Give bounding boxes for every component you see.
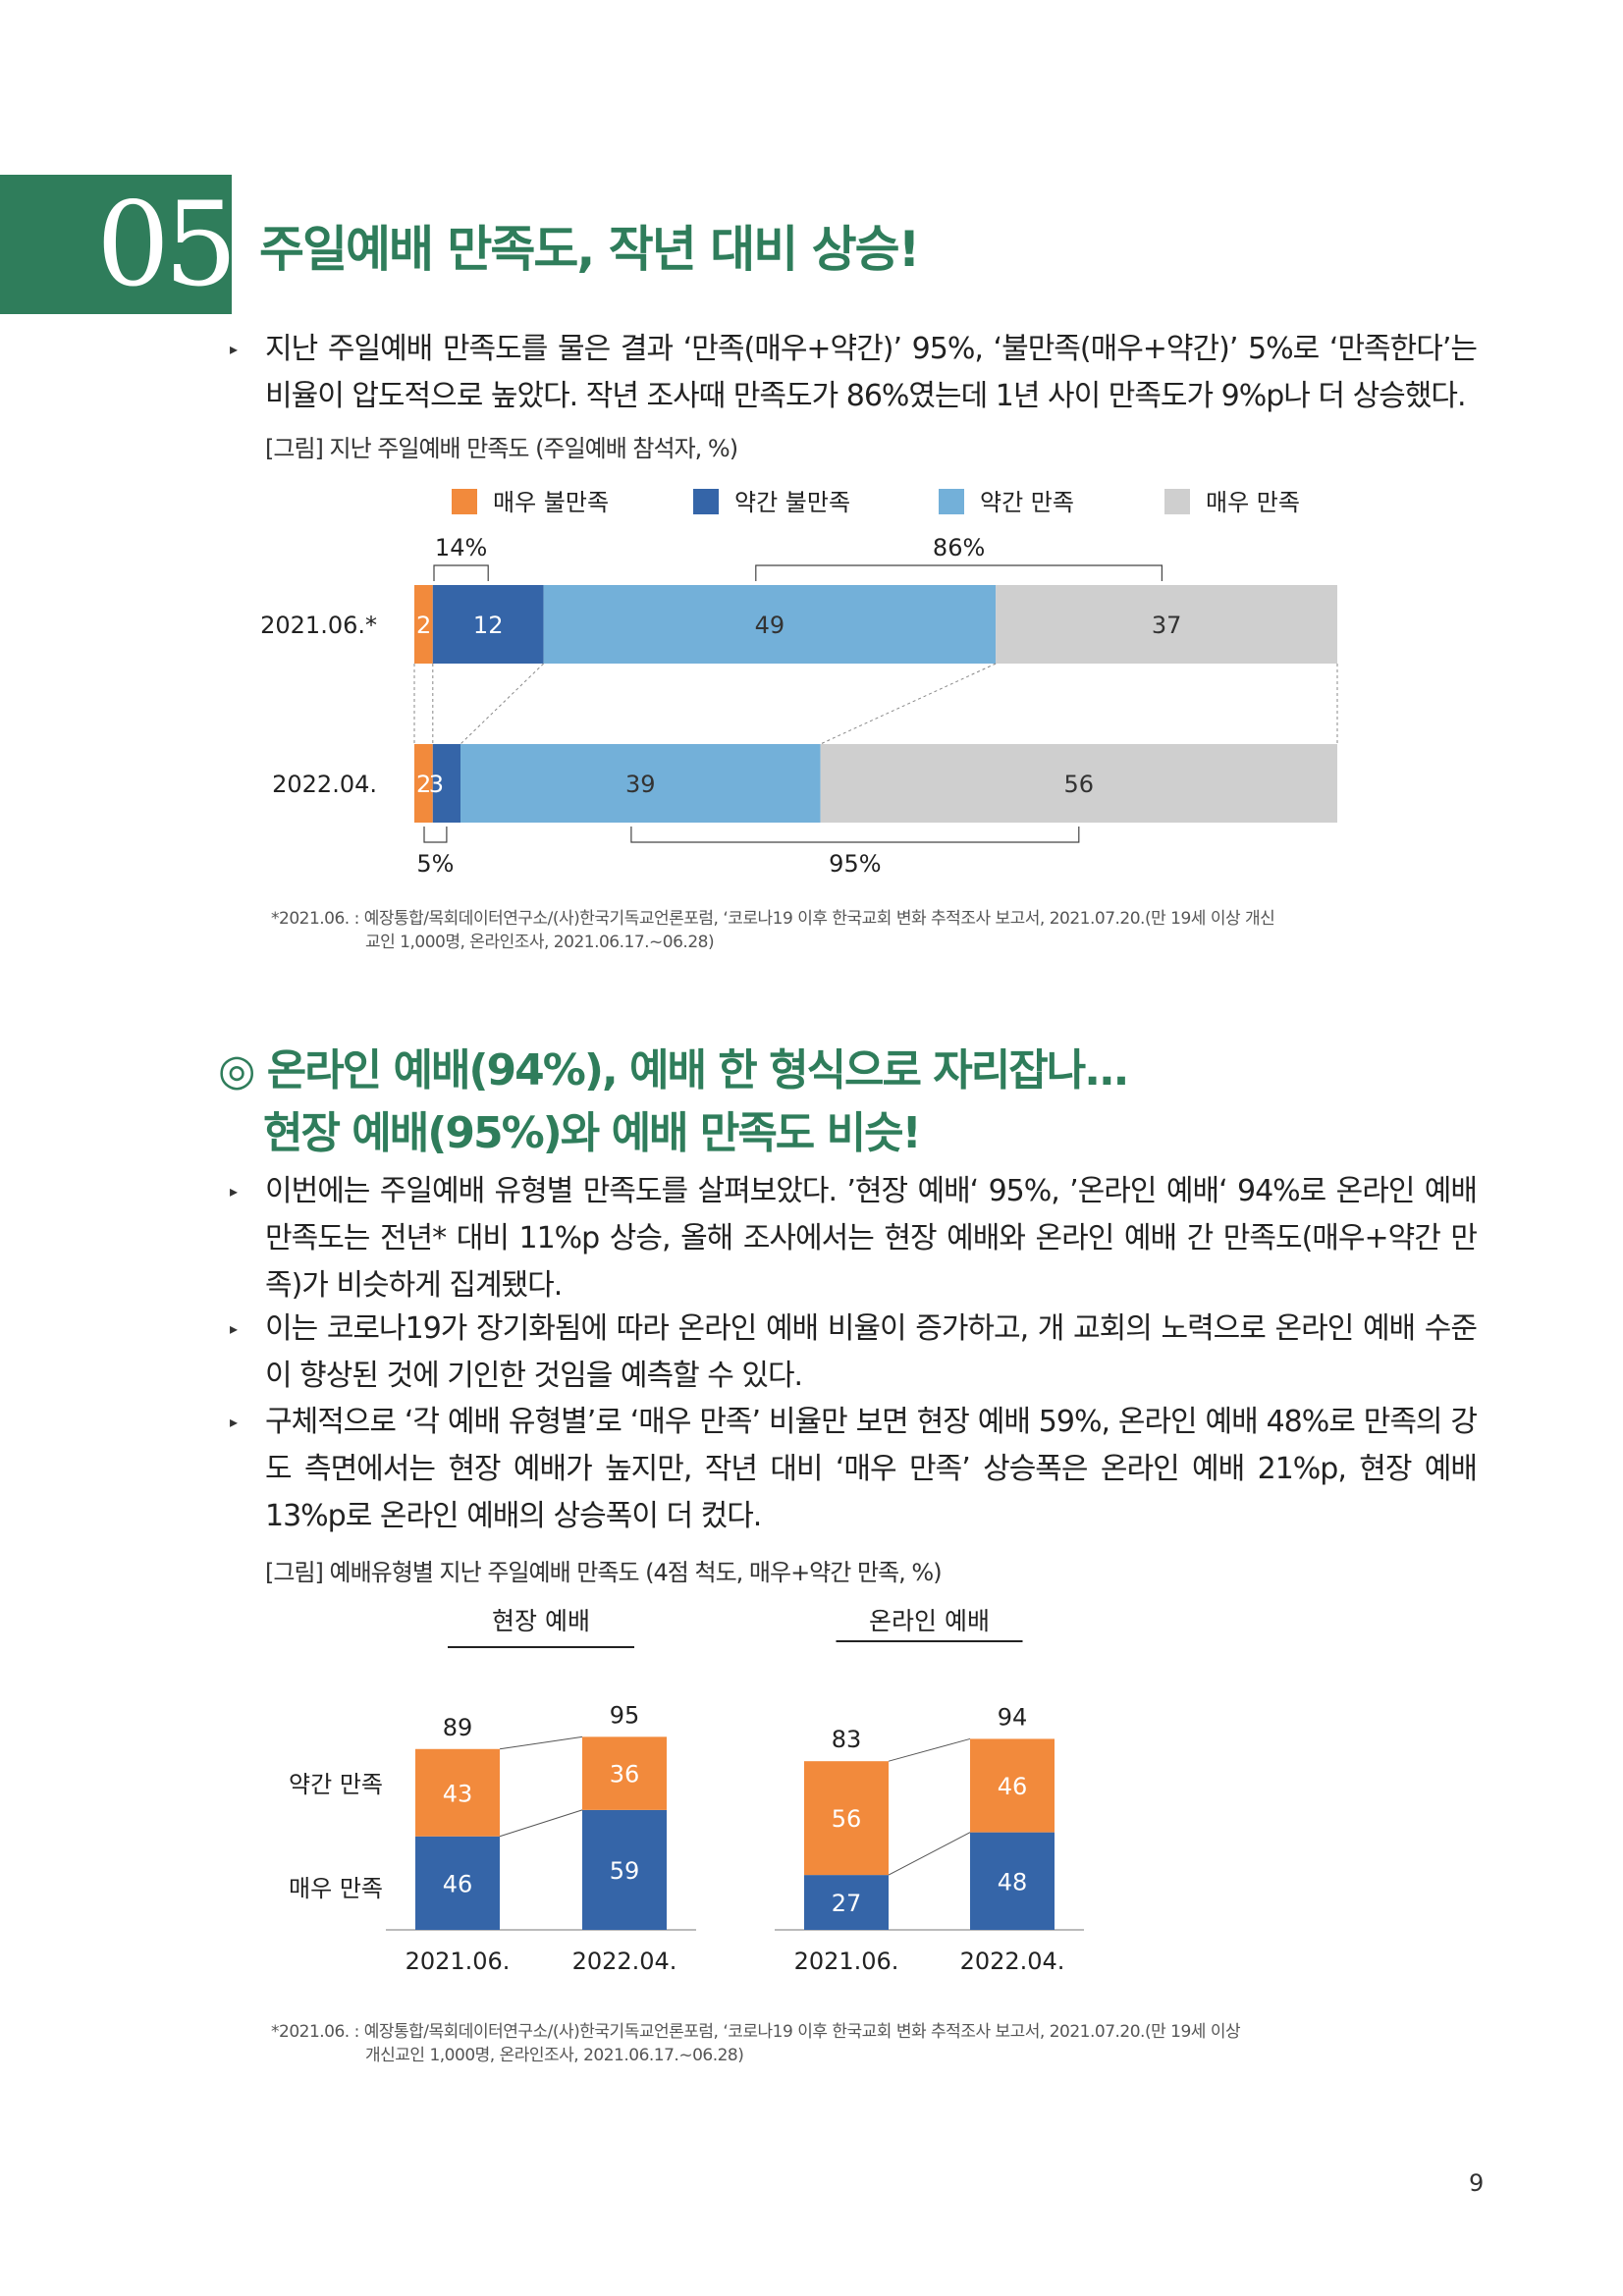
figure2-note-line1: *2021.06. : 예장통합/목회데이터연구소/(사)한국기독교언론포럼, … — [271, 2022, 1241, 2042]
legend-swatch — [452, 489, 477, 514]
bar-segment — [414, 585, 433, 664]
legend-swatch — [1164, 489, 1190, 514]
row-label: 2022.04. — [272, 771, 377, 798]
satisfied-2022-bracket — [630, 827, 1080, 843]
bar-somewhat-satisfied — [415, 1748, 500, 1837]
bar-segment — [414, 744, 433, 823]
bar-data-label: 2 — [416, 771, 431, 798]
x-tick-label: 2021.06. — [794, 1948, 899, 1975]
bar-somewhat-label: 36 — [610, 1761, 640, 1789]
section2-bullet-1-text: 이번에는 주일예배 유형별 만족도를 살펴보았다. ’현장 예배‘ 95%, ’… — [265, 1174, 1478, 1303]
section2-heading-line1: ◎ 온라인 예배(94%), 예배 한 형식으로 자리잡나... — [218, 1045, 1129, 1095]
section2-bullet-2: ▸ 이는 코로나19가 장기화됨에 따라 온라인 예배 비율이 증가하고, 개 … — [230, 1306, 1478, 1400]
figure2-caption: [그림] 예배유형별 지난 주일예배 만족도 (4점 척도, 매우+약간 만족,… — [265, 1559, 943, 1586]
bar-data-label: 56 — [1064, 771, 1095, 798]
section2-bullet-1: ▸ 이번에는 주일예배 유형별 만족도를 살펴보았다. ’현장 예배‘ 95%,… — [230, 1168, 1478, 1309]
legend-label: 약간 만족 — [980, 489, 1074, 516]
bar-segment — [996, 585, 1337, 664]
bar-segment — [820, 744, 1337, 823]
group-title: 온라인 예배 — [869, 1607, 990, 1635]
bar-very-satisfied — [415, 1836, 500, 1930]
bar-data-label: 3 — [429, 771, 444, 798]
bar-somewhat-satisfied — [970, 1738, 1055, 1833]
x-tick-label: 2021.06. — [406, 1948, 511, 1975]
figure2-note-line2: 개신교인 1,000명, 온라인조사, 2021.06.17.~06.28) — [365, 2046, 744, 2065]
dissatisfied-2022-label: 5% — [416, 850, 454, 878]
bar-segment — [432, 585, 544, 664]
bar-segment — [460, 744, 821, 823]
bar-very-label: 27 — [832, 1890, 862, 1917]
row-label: 2021.06.* — [260, 612, 377, 639]
connector-line — [499, 1735, 583, 1750]
satisfied-2021-label: 86% — [933, 534, 985, 561]
section-number-block: 05 — [0, 175, 238, 314]
connector-line — [888, 1832, 971, 1876]
section2-heading-line2: 현장 예배(95%)와 예배 만족도 비슷! — [263, 1108, 922, 1158]
bullet-marker-icon: ▸ — [230, 1319, 238, 1338]
x-tick-label: 2022.04. — [572, 1948, 677, 1975]
legend-label: 매우 불만족 — [493, 489, 609, 516]
bar-very-satisfied — [582, 1809, 667, 1930]
bar-total-label: 94 — [998, 1703, 1028, 1731]
legend-label-very: 매우 만족 — [289, 1875, 383, 1902]
figure1-caption: [그림] 지난 주일예배 만족도 (주일예배 참석자, %) — [265, 435, 738, 462]
dissatisfied-2021-bracket — [433, 564, 489, 581]
section-number: 05 — [96, 177, 238, 312]
connector-line — [460, 663, 544, 745]
bar-very-satisfied — [804, 1875, 889, 1930]
bar-data-label: 49 — [755, 612, 785, 639]
bullet-marker-icon: ▸ — [230, 1413, 238, 1431]
bullet-marker-icon: ▸ — [230, 1182, 238, 1201]
page-number: 9 — [1469, 2169, 1485, 2197]
bar-very-label: 46 — [443, 1870, 473, 1897]
group-title: 현장 예배 — [492, 1607, 590, 1635]
bar-very-satisfied — [970, 1832, 1055, 1930]
legend-label: 약간 불만족 — [734, 489, 850, 516]
bar-total-label: 95 — [610, 1701, 640, 1729]
bar-somewhat-satisfied — [582, 1736, 667, 1810]
bar-very-label: 48 — [998, 1868, 1028, 1896]
satisfied-2022-label: 95% — [829, 850, 881, 878]
bar-data-label: 39 — [625, 771, 656, 798]
bar-data-label: 37 — [1152, 612, 1182, 639]
intro-paragraph: ▸ 지난 주일예배 만족도를 물은 결과 ‘만족(매우+약간)’ 95%, ‘불… — [230, 326, 1478, 420]
connector-line — [820, 663, 997, 745]
x-tick-label: 2022.04. — [960, 1948, 1065, 1975]
figure1-note-line2: 교인 1,000명, 온라인조사, 2021.06.17.~06.28) — [365, 933, 715, 952]
section-title: 주일예배 만족도, 작년 대비 상승! — [259, 221, 920, 278]
connector-line — [888, 1737, 971, 1762]
bar-segment — [432, 744, 460, 823]
bar-segment — [543, 585, 997, 664]
bar-somewhat-label: 46 — [998, 1773, 1028, 1800]
bar-somewhat-label: 56 — [832, 1805, 862, 1833]
satisfied-2021-bracket — [755, 564, 1163, 581]
section2-bullet-3: ▸ 구체적으로 ‘각 예배 유형별’로 ‘매우 만족’ 비율만 보면 현장 예배… — [230, 1399, 1478, 1540]
section2-bullet-3-text: 구체적으로 ‘각 예배 유형별’로 ‘매우 만족’ 비율만 보면 현장 예배 5… — [265, 1405, 1478, 1533]
bar-data-label: 12 — [473, 612, 504, 639]
bar-data-label: 2 — [416, 612, 431, 639]
figure1-chart: 매우 불만족 약간 불만족 약간 만족 매우 만족 2021.06.* 2 12 49 37 20… — [260, 489, 1338, 878]
dissatisfied-2021-label: 14% — [435, 534, 487, 561]
legend-swatch — [939, 489, 964, 514]
figure1-note-line1: *2021.06. : 예장통합/목회데이터연구소/(사)한국기독교언론포럼, … — [271, 909, 1275, 929]
legend-label: 매우 만족 — [1206, 489, 1300, 516]
bar-very-label: 59 — [610, 1857, 640, 1885]
legend-swatch — [693, 489, 719, 514]
bullet-marker-icon: ▸ — [230, 340, 238, 358]
bar-somewhat-label: 43 — [443, 1780, 473, 1807]
legend-label-somewhat: 약간 만족 — [289, 1771, 383, 1798]
connector-line — [499, 1809, 583, 1838]
bar-total-label: 83 — [832, 1726, 862, 1753]
section2-bullet-2-text: 이는 코로나19가 장기화됨에 따라 온라인 예배 비율이 증가하고, 개 교회… — [265, 1311, 1478, 1393]
intro-text: 지난 주일예배 만족도를 물은 결과 ‘만족(매우+약간)’ 95%, ‘불만족… — [265, 332, 1478, 413]
bar-total-label: 89 — [443, 1714, 473, 1741]
bar-somewhat-satisfied — [804, 1761, 889, 1876]
dissatisfied-2022-bracket — [423, 827, 448, 843]
